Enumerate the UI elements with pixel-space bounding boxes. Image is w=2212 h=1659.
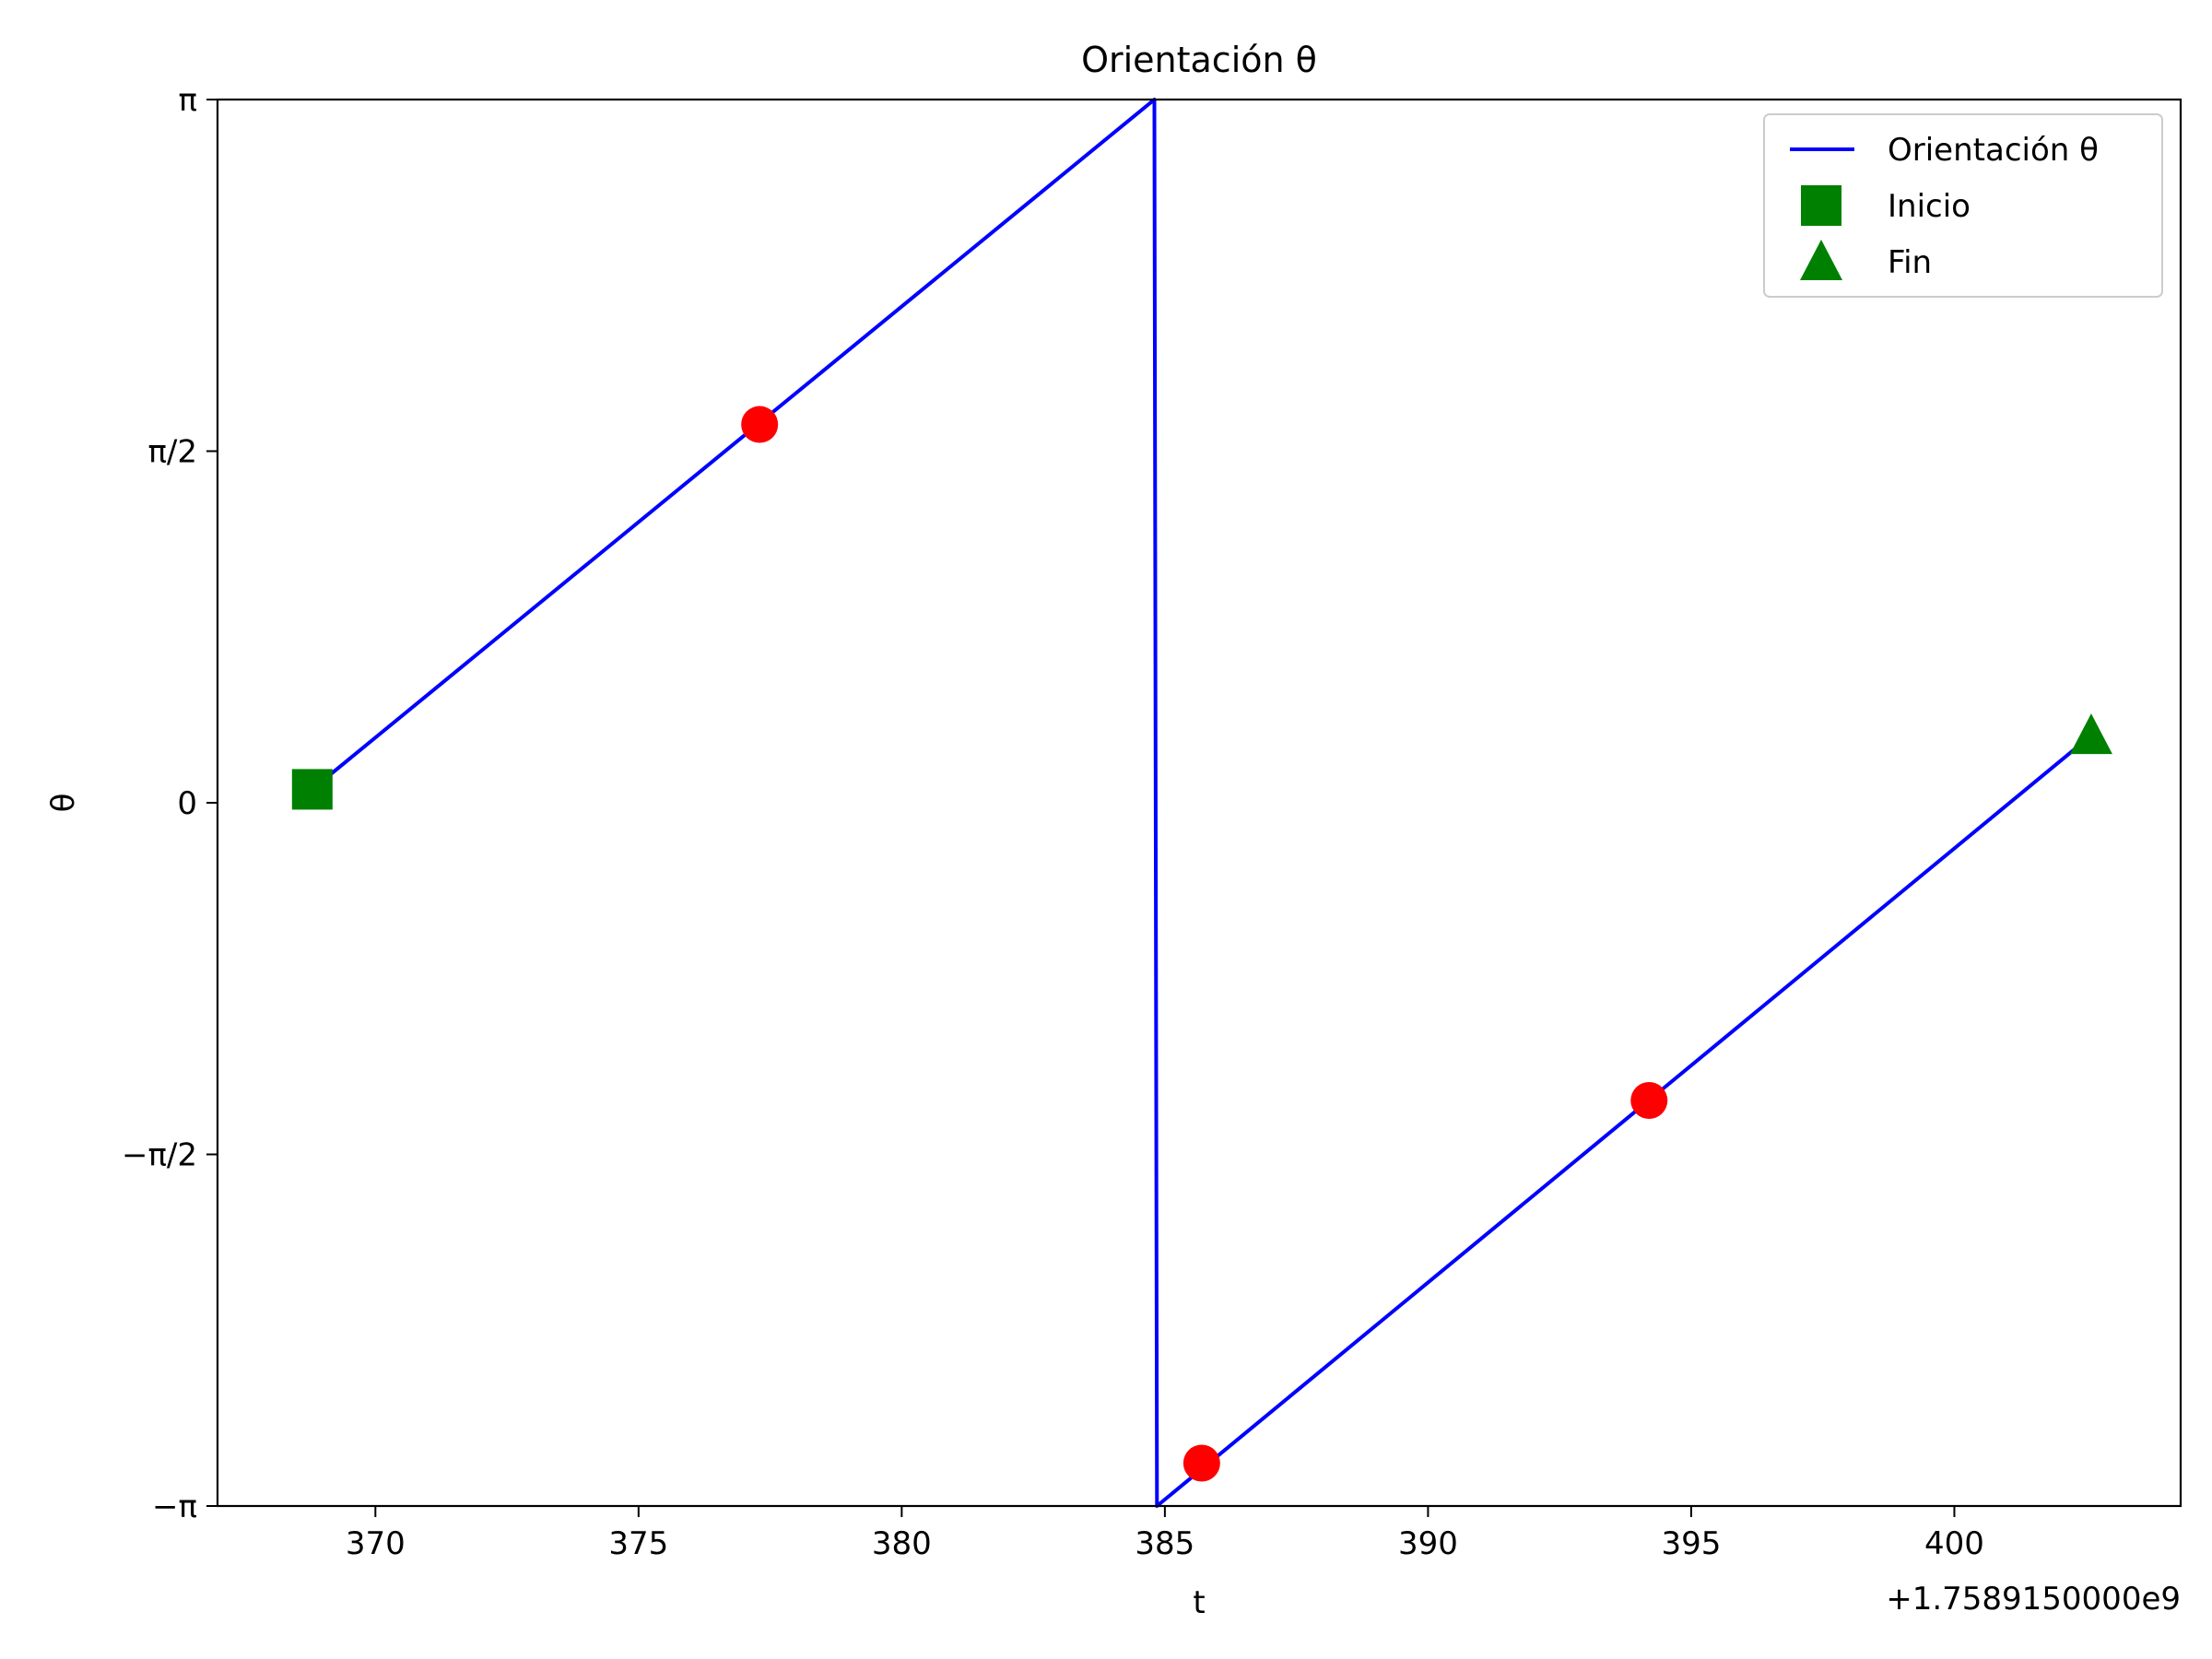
marker-fin	[2069, 713, 2112, 755]
red-point-1	[1182, 1444, 1220, 1482]
legend-label-2: Fin	[1888, 244, 1932, 281]
legend-items: Orientación θ Inicio Fin	[1790, 132, 2099, 281]
x-axis-offset-label: +1.7589150000e9	[1886, 1581, 2181, 1618]
red-point-2	[1630, 1082, 1668, 1120]
y-tick-label-0: π	[179, 82, 197, 119]
x-tick-label-5: 395	[1661, 1525, 1721, 1562]
y-axis-ticks: π π/2 0 −π/2 −π	[122, 82, 218, 1525]
x-tick-label-4: 390	[1398, 1525, 1458, 1562]
x-tick-label-2: 380	[872, 1525, 932, 1562]
red-point-0	[741, 406, 779, 443]
y-tick-label-2: 0	[177, 785, 197, 822]
y-tick-label-1: π/2	[147, 433, 197, 470]
legend-label-0: Orientación θ	[1888, 132, 2099, 169]
y-axis-label: θ	[45, 794, 82, 813]
legend: Orientación θ Inicio Fin	[1763, 113, 2163, 298]
legend-box	[1763, 113, 2163, 298]
plot-frame	[216, 98, 2183, 1508]
y-tick-label-3: −π/2	[122, 1137, 197, 1174]
marker-inicio	[291, 769, 333, 810]
legend-label-1: Inicio	[1888, 188, 1971, 225]
plot-marks	[291, 98, 2112, 1508]
y-tick-label-4: −π	[152, 1488, 197, 1525]
x-tick-label-6: 400	[1924, 1525, 1984, 1562]
x-axis-ticks: 370 375 380 385 390 395 400	[346, 1506, 1984, 1562]
x-axis-label: t	[1193, 1584, 1205, 1621]
x-tick-label-3: 385	[1135, 1525, 1194, 1562]
chart-title: Orientación θ	[1081, 40, 1317, 80]
legend-triangle-swatch	[1800, 240, 1842, 280]
x-tick-label-1: 375	[608, 1525, 668, 1562]
series-line-0	[311, 98, 2093, 1508]
legend-square-swatch	[1801, 185, 1841, 226]
x-tick-label-0: 370	[346, 1525, 406, 1562]
